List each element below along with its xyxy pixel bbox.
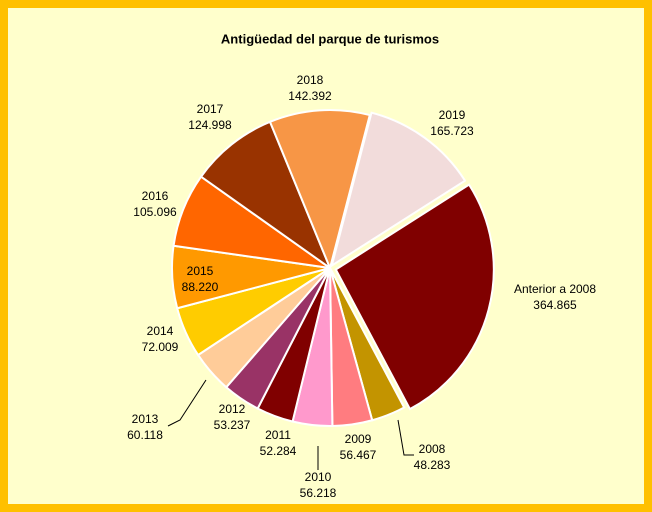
slice-value-label: 48.283 bbox=[414, 458, 451, 472]
slice-label: 2015 bbox=[187, 264, 214, 278]
chart-title: Antigüedad del parque de turismos bbox=[221, 31, 439, 46]
slice-label: 2012 bbox=[219, 402, 246, 416]
leader-line bbox=[167, 379, 207, 427]
slice-value-label: 124.998 bbox=[188, 118, 232, 132]
slice-value-label: 142.392 bbox=[288, 89, 332, 103]
labels: Anterior a 2008 364.865 2008 48.283 2009 56.4… bbox=[127, 73, 596, 500]
pie-slice bbox=[268, 109, 371, 272]
slice-value-label: 72.009 bbox=[142, 340, 179, 354]
slice-value-label: 364.865 bbox=[533, 298, 577, 312]
slice-value-label: 52.284 bbox=[260, 444, 297, 458]
slice-value-label: 53.237 bbox=[214, 418, 251, 432]
slice-label: 2010 bbox=[305, 470, 332, 484]
slice-label: 2017 bbox=[197, 102, 224, 116]
pie-slice bbox=[330, 111, 467, 268]
slice-label: 2008 bbox=[419, 442, 446, 456]
slice-value-label: 105.096 bbox=[133, 205, 177, 219]
slice-label: 2018 bbox=[297, 73, 324, 87]
leader-line bbox=[397, 419, 414, 456]
slice-label: 2009 bbox=[345, 432, 372, 446]
slice-value-label: 56.218 bbox=[300, 486, 337, 500]
slice-label: 2016 bbox=[142, 189, 169, 203]
slice-label: 2014 bbox=[147, 324, 174, 338]
pie-slice bbox=[199, 120, 333, 271]
slice-label: 2019 bbox=[439, 108, 466, 122]
slice-label: Anterior a 2008 bbox=[514, 282, 596, 296]
slice-label: 2013 bbox=[132, 412, 159, 426]
slice-value-label: 56.467 bbox=[340, 448, 377, 462]
slice-value-label: 60.118 bbox=[127, 428, 163, 442]
slice-value-label: 88.220 bbox=[182, 280, 219, 294]
pie bbox=[171, 109, 495, 427]
slice-label: 2011 bbox=[265, 428, 291, 442]
slice-value-label: 165.723 bbox=[430, 124, 474, 138]
pie-slice bbox=[334, 183, 495, 411]
